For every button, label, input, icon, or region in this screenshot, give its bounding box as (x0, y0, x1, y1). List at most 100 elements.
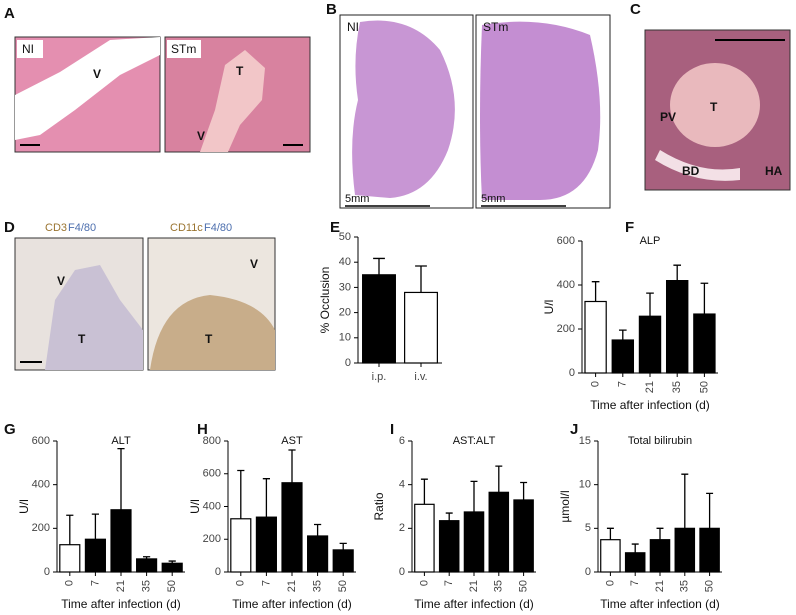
y-tick-label: 400 (32, 479, 50, 491)
x-tick-label: 35 (312, 580, 324, 592)
y-tick-label: 200 (557, 323, 575, 335)
tissue (150, 295, 275, 370)
y-axis-label: % Occlusion (318, 267, 332, 334)
bar (665, 280, 689, 374)
x-tick-label: 0 (235, 580, 247, 586)
error-bar (631, 543, 639, 553)
y-axis-label: U/l (542, 300, 556, 315)
x-tick-label: 0 (418, 580, 430, 586)
x-tick-label: 35 (671, 381, 683, 393)
bar (693, 313, 716, 374)
y-tick-label: 10 (579, 479, 591, 491)
liver-section (480, 21, 601, 200)
y-axis-label: U/l (17, 499, 31, 514)
y-tick-label: 0 (569, 367, 575, 379)
image-label: T (205, 332, 213, 346)
chart-title: ALP (640, 235, 661, 247)
panel-letter: G (4, 421, 16, 438)
y-tick-label: 20 (339, 307, 351, 319)
x-tick-label: 50 (166, 580, 178, 592)
thrombus (200, 50, 265, 152)
image-label: T (710, 100, 718, 114)
image-label: V (93, 67, 101, 81)
x-tick-label: 7 (617, 381, 629, 387)
stain-label: F4/80 (204, 222, 232, 234)
bar (488, 491, 510, 573)
y-tick-label: 30 (339, 281, 351, 293)
error-bar (606, 527, 614, 540)
error-bar (415, 265, 427, 293)
bar (649, 539, 671, 573)
y-tick-label: 0 (44, 566, 50, 578)
image-label: T (236, 64, 244, 78)
panel-letter: C (630, 1, 641, 18)
y-tick-label: 400 (203, 500, 221, 512)
x-tick-label: 21 (115, 580, 127, 592)
x-tick-label: 35 (679, 580, 691, 592)
image-label: 5mm (345, 193, 369, 205)
y-axis-label: U/l (188, 499, 202, 514)
chart-title: AST:ALT (453, 435, 496, 447)
thrombus (670, 63, 760, 147)
x-tick-label: 21 (644, 381, 656, 393)
panel-letter: F (625, 219, 634, 236)
y-axis-label: µmol/l (558, 490, 572, 522)
error-bar (339, 542, 347, 550)
bar (611, 339, 635, 374)
image-label: BD (682, 164, 700, 178)
y-tick-label: 5 (585, 522, 591, 534)
y-tick-label: 400 (557, 279, 575, 291)
bar (84, 538, 106, 573)
vessel-lumen (15, 37, 160, 140)
x-tick-label: 0 (590, 381, 602, 387)
bar (59, 544, 81, 573)
y-tick-label: 800 (203, 435, 221, 447)
x-tick-label: 50 (698, 381, 710, 393)
image-label: NI (22, 42, 34, 56)
x-tick-label: 50 (704, 580, 716, 592)
bar (438, 520, 460, 573)
bar (110, 509, 132, 573)
error-bar (656, 527, 664, 540)
x-tick-label: 50 (518, 580, 530, 592)
x-tick-label: i.p. (372, 371, 387, 383)
x-axis-label: Time after infection (d) (61, 597, 181, 611)
error-bar (706, 492, 714, 529)
tissue (45, 265, 143, 370)
bar (332, 549, 354, 573)
error-bar (520, 481, 528, 500)
y-tick-label: 200 (203, 533, 221, 545)
bar (674, 527, 696, 573)
y-tick-label: 600 (557, 235, 575, 247)
panel-letter: I (390, 421, 394, 438)
error-bar (420, 478, 428, 505)
error-bar (237, 469, 245, 519)
error-bar (681, 473, 689, 529)
panel-letter: H (197, 421, 208, 438)
stain-label: F4/80 (68, 222, 96, 234)
bar (307, 535, 329, 573)
panel-letter: D (4, 219, 15, 236)
liver-section (352, 20, 455, 198)
x-tick-label: 21 (468, 580, 480, 592)
x-tick-label: 7 (443, 580, 455, 586)
error-bar (314, 523, 322, 536)
error-bar (262, 478, 270, 518)
error-bar (700, 282, 709, 315)
image-label: HA (765, 164, 783, 178)
bar (624, 552, 646, 573)
x-axis-label: Time after infection (d) (414, 597, 534, 611)
error-bar (618, 329, 627, 340)
bar (281, 482, 303, 573)
x-tick-label: i.v. (414, 371, 427, 383)
x-tick-label: 0 (64, 580, 76, 586)
image-label: 5mm (481, 193, 505, 205)
stain-label: CD11c (170, 222, 203, 234)
bar (136, 558, 158, 573)
panel-letter: B (326, 1, 337, 18)
error-bar (373, 257, 385, 275)
error-bar (445, 512, 453, 521)
panel-letter: A (4, 5, 15, 22)
error-bar (470, 480, 478, 512)
